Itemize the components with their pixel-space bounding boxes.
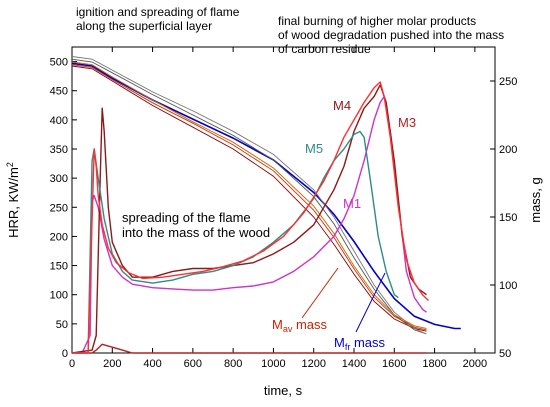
x-tick-label: 0 [69, 358, 75, 370]
y-left-tick-label: 250 [50, 202, 68, 214]
mass-line [71, 58, 427, 335]
mav-label-arrow [301, 267, 339, 319]
x-tick-label: 1000 [261, 358, 285, 370]
y-right-tick-label: 200 [499, 144, 517, 156]
y-left-tick-label: 100 [50, 290, 68, 302]
x-tick-label: 600 [184, 358, 202, 370]
hrr-line [71, 84, 427, 354]
y-left-tick-label: 450 [50, 86, 68, 98]
y-left-tick-label: 300 [50, 173, 68, 185]
hrr-line [72, 130, 399, 354]
hrr-line [72, 343, 427, 354]
label-m5: M5 [305, 141, 323, 156]
annotation-middle: spreading of the flame into the mass of … [122, 210, 271, 240]
axis-ticks: 0 200 400 600 800 1000 1200 1400 1600 1800 2000 0 50… [50, 47, 517, 370]
mass-line [71, 62, 461, 330]
y-left-tick-label: 200 [50, 231, 68, 243]
annotation-top-right: final burning of higher molar products o… [278, 14, 505, 56]
mass-line [71, 64, 427, 331]
y-right-tick-label: 150 [499, 212, 517, 224]
y-left-tick-label: 500 [50, 57, 68, 69]
annotation-top-left: ignition and spreading of flame along th… [76, 5, 240, 33]
hrr-series-group [71, 81, 429, 354]
x-tick-label: 2000 [463, 358, 487, 370]
y-left-tick-label: 150 [50, 261, 68, 273]
y-axis-right-title: mass, g [528, 177, 543, 223]
y-left-tick-label: 50 [56, 319, 68, 331]
label-m3: M3 [398, 115, 416, 130]
x-tick-label: 1800 [422, 358, 446, 370]
y-axis-left-title: HRR, KW/m2 [5, 162, 21, 238]
x-tick-label: 200 [103, 358, 121, 370]
y-left-tick-label: 350 [50, 144, 68, 156]
x-axis-title: time, s [264, 383, 303, 398]
mass-line [71, 65, 427, 332]
y-left-tick-label: 0 [62, 348, 68, 360]
x-tick-label: 800 [224, 358, 242, 370]
x-tick-label: 1200 [301, 358, 325, 370]
hrr-line [72, 81, 429, 354]
x-tick-label: 1400 [342, 358, 366, 370]
label-mav-mass: Mav mass [272, 317, 328, 334]
x-tick-label: 400 [143, 358, 161, 370]
label-m1: M1 [343, 196, 361, 211]
mass-line [71, 56, 427, 335]
label-mfr-mass: Mfr mass [334, 335, 386, 352]
mass-series-group [71, 56, 461, 335]
y-right-tick-label: 100 [499, 280, 517, 292]
x-tick-label: 1600 [382, 358, 406, 370]
mass-line [71, 61, 427, 329]
mfr-label-arrow [355, 272, 386, 333]
y-left-tick-label: 400 [50, 115, 68, 127]
y-right-tick-label: 50 [499, 348, 511, 360]
y-right-tick-label: 250 [499, 76, 517, 88]
label-m4: M4 [333, 98, 351, 113]
